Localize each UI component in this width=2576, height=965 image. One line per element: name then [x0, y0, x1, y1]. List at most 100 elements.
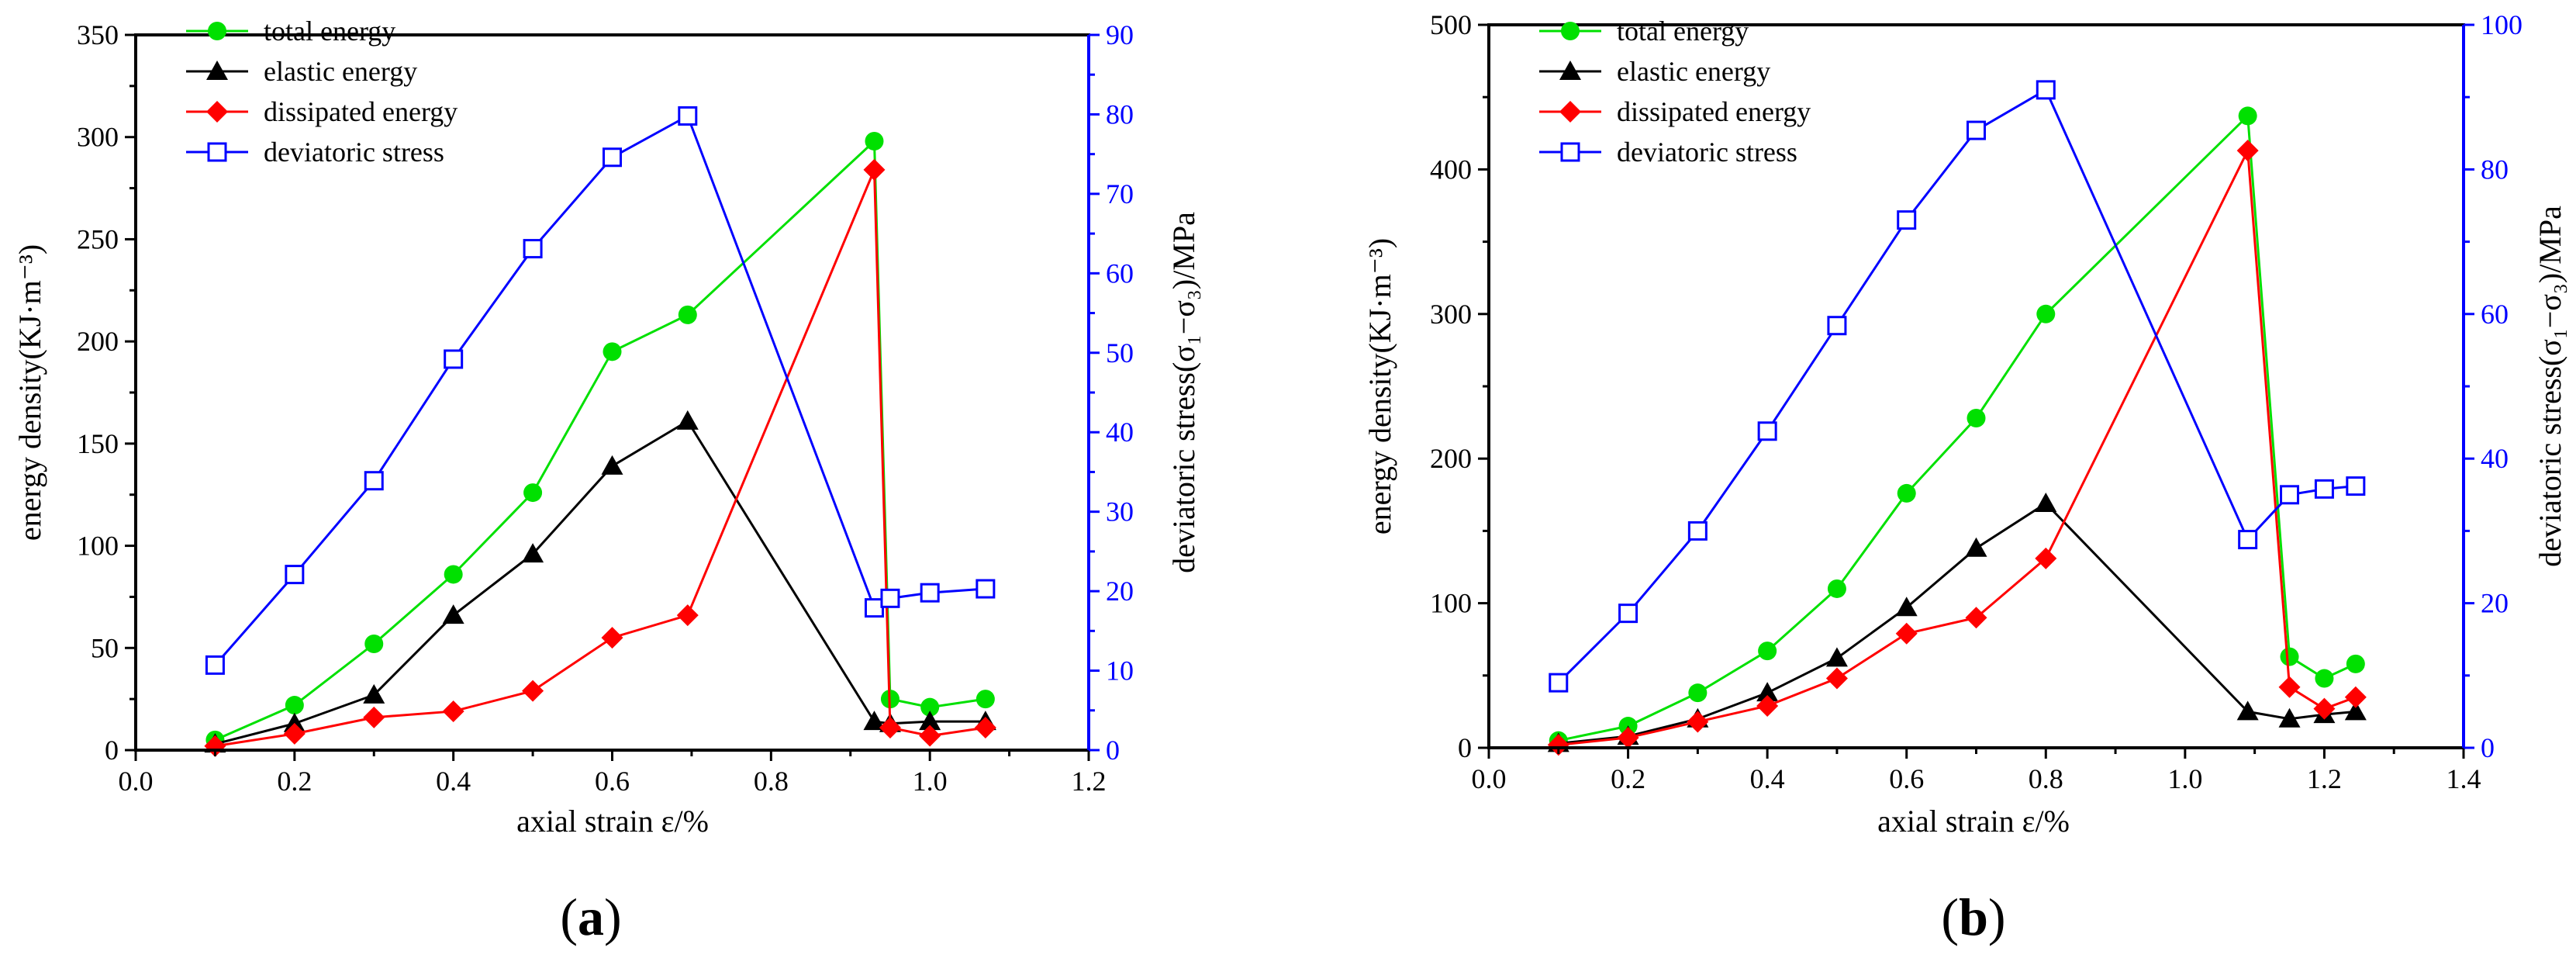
y-tick-label-a: 50: [91, 632, 119, 663]
y2-tick-label-a: 60: [1106, 258, 1134, 289]
data-point-a: [364, 635, 384, 654]
legend-label: total energy: [264, 16, 395, 47]
data-point-a: [522, 680, 544, 702]
y-tick-label-a: 350: [77, 19, 119, 50]
data-point-b: [1758, 642, 1777, 661]
data-point-a: [676, 410, 699, 430]
y-tick-label-b: 100: [1430, 588, 1472, 619]
y-tick-label-b: 300: [1430, 299, 1472, 330]
data-point-b: [1827, 316, 1847, 336]
data-point-b: [1825, 647, 1848, 667]
data-point-b: [1757, 421, 1777, 441]
y-axis-label-right-a: deviatoric stress(σ₁−σ₃)/MPa: [1166, 212, 1201, 573]
y2-tick-label-b: 100: [2481, 9, 2522, 40]
plot-area-a: [204, 105, 996, 757]
x-tick-label-a: 0.0: [119, 766, 154, 797]
legend-label: dissipated energy: [1617, 96, 1811, 127]
x-tick-label-b: 0.0: [1472, 763, 1507, 794]
legend-item-a: dissipated energy: [186, 96, 458, 127]
data-point-a: [974, 717, 996, 739]
y-tick-label-b: 400: [1430, 154, 1472, 185]
data-point-b: [1618, 604, 1638, 624]
data-point-b: [2036, 80, 2056, 100]
y2-tick-label-a: 50: [1106, 337, 1134, 368]
x-tick-label-a: 1.0: [913, 766, 948, 797]
legend-label: elastic energy: [1617, 56, 1770, 87]
y-tick-label-b: 0: [1458, 732, 1472, 763]
chart-panel-b: 0.0 0.2 0.4 0.6 0.8 1.0 1.2 1.4 010020030040050…: [1362, 9, 2567, 946]
data-point-b: [2344, 700, 2367, 721]
panel-label-b: (b): [1941, 887, 2005, 946]
data-point-b: [1827, 579, 1846, 598]
legend-swatch-marker: [1561, 22, 1580, 40]
data-point-a: [676, 604, 699, 627]
data-point-b: [2238, 106, 2257, 126]
data-point-b: [1895, 622, 1918, 645]
x-tick-label-b: 0.4: [1750, 763, 1785, 794]
data-point-b: [2314, 479, 2334, 499]
legend-item-a: total energy: [186, 16, 395, 47]
data-point-b: [1967, 120, 1986, 140]
plot-area-b: [1547, 80, 2367, 756]
y2-tick-label-b: 0: [2481, 732, 2495, 763]
data-point-a: [283, 712, 306, 732]
legend-b: total energy elastic energy dissipated ene…: [1539, 16, 1811, 168]
legend-item-b: dissipated energy: [1539, 96, 1811, 127]
legend-swatch-marker: [208, 22, 226, 40]
data-point-a: [603, 342, 622, 361]
series-line-b: [1558, 502, 2356, 745]
legend-swatch-marker: [206, 61, 228, 80]
legend-swatch-marker: [1559, 61, 1581, 80]
data-point-a: [678, 105, 698, 126]
x-tick-label-b: 1.0: [2167, 763, 2202, 794]
data-point-b: [1897, 483, 1916, 503]
y2-tick-label-b: 40: [2481, 443, 2509, 474]
legend-label: total energy: [1617, 16, 1749, 47]
x-axis-b: 0.0 0.2 0.4 0.6 0.8 1.0 1.2 1.4: [1472, 748, 2481, 794]
data-point-a: [442, 700, 464, 722]
data-point-b: [1617, 726, 1639, 749]
y2-tick-label-b: 20: [2481, 588, 2509, 619]
x-tick-label-b: 1.2: [2307, 763, 2342, 794]
data-point-b: [2344, 686, 2367, 708]
x-axis-label-a: axial strain ε/%: [516, 804, 709, 839]
data-point-b: [2238, 530, 2258, 550]
y-tick-label-a: 0: [105, 735, 119, 766]
y-tick-label-a: 150: [77, 428, 119, 459]
data-point-b: [2280, 647, 2299, 666]
y2-tick-label-a: 20: [1106, 576, 1134, 607]
data-point-b: [1895, 597, 1918, 617]
y-tick-label-a: 100: [77, 531, 119, 562]
data-point-a: [283, 722, 306, 745]
y-axis-label-left-b: energy density(KJ·m⁻³): [1362, 238, 1397, 534]
y-tick-label-a: 200: [77, 326, 119, 357]
data-point-a: [919, 725, 941, 747]
legend-label: elastic energy: [264, 56, 417, 87]
data-point-b: [2035, 492, 2057, 512]
legend-label: deviatoric stress: [1617, 137, 1797, 168]
x-axis-a: 0.0 0.2 0.4 0.6 0.8 1.0 1.2: [119, 750, 1107, 797]
data-point-b: [2280, 485, 2300, 505]
legend-a: total energy elastic energy dissipated ene…: [186, 16, 458, 168]
data-point-a: [285, 696, 304, 715]
data-point-a: [363, 706, 385, 728]
data-point-b: [2315, 669, 2334, 688]
chart-panel-a: 0.0 0.2 0.4 0.6 0.8 1.0 1.2 050100150200250300…: [12, 16, 1201, 946]
x-tick-label-a: 1.2: [1072, 766, 1107, 797]
data-point-a: [442, 604, 464, 624]
series-square-open-a: [205, 105, 996, 675]
legend-item-b: total energy: [1539, 16, 1749, 47]
y2-tick-label-a: 30: [1106, 496, 1134, 527]
data-point-b: [1825, 667, 1848, 690]
data-point-a: [863, 158, 886, 181]
data-point-a: [879, 717, 901, 739]
y2-tick-label-a: 10: [1106, 655, 1134, 687]
data-point-a: [601, 627, 623, 649]
data-point-b: [1687, 711, 1709, 733]
x-tick-label-a: 0.6: [595, 766, 630, 797]
y-axis-left-b: 0 100 200 300 400 500: [1430, 9, 1489, 763]
x-tick-label-b: 0.2: [1611, 763, 1645, 794]
legend-swatch-marker: [207, 142, 227, 162]
legend-label: deviatoric stress: [264, 137, 444, 168]
data-point-a: [364, 471, 384, 491]
